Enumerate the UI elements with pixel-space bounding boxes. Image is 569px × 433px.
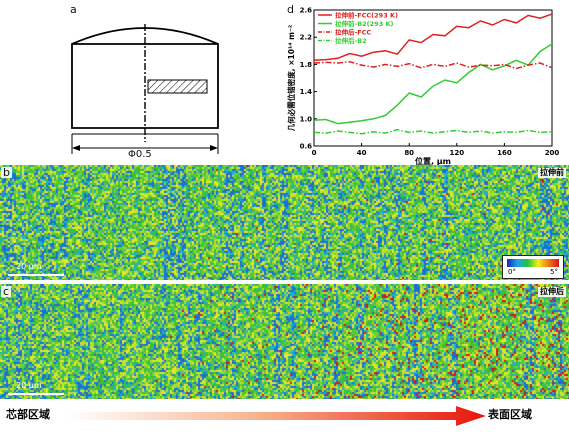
legend-label-3: 拉伸后-B2 [335, 36, 367, 45]
colorbar: 0° 5° [502, 255, 564, 279]
series-line-3 [313, 128, 553, 135]
series-line-2 [313, 60, 553, 70]
panel-a-label: a [70, 3, 77, 16]
y-tick-label: 0.6 [300, 143, 313, 151]
panel-d-label: d [287, 3, 294, 16]
kam-map-before-image [0, 165, 569, 280]
surface-region-label: 表面区域 [488, 408, 532, 421]
gradient-arrow [68, 406, 486, 426]
gradient-arrow-shape [68, 406, 486, 426]
panel-c-scalebar [8, 393, 64, 395]
y-axis-label: 几何必需位错密度, ×10¹⁴ m⁻² [286, 25, 296, 131]
panel-c-scalebar-label: 20 μm [16, 381, 42, 390]
dimension-label: Φ0.5 [128, 149, 152, 160]
series-line-0 [313, 13, 553, 62]
x-tick-label: 200 [545, 149, 560, 157]
dimension-arrow-left [72, 145, 80, 151]
colorbar-max: 5° [550, 268, 558, 276]
x-tick-label: 120 [449, 149, 464, 157]
legend-label-2: 拉伸后-FCC [335, 28, 371, 37]
panel-b-scalebar-label: 20 μm [16, 262, 42, 271]
y-tick-label: 1.8 [300, 61, 313, 69]
kam-map-after-image [0, 284, 569, 399]
panel-b-label: b [1, 166, 12, 179]
y-tick-label: 1.4 [300, 88, 313, 96]
kam-map-after: c 拉伸后 20 μm [0, 284, 569, 399]
x-axis-label: 位置, μm [415, 156, 451, 166]
kam-map-before: b 拉伸前 20 μm 0° 5° [0, 165, 569, 280]
y-tick-label: 2.2 [300, 34, 313, 42]
colorbar-gradient [507, 259, 559, 267]
x-tick-label: 40 [357, 149, 367, 157]
panel-b-scalebar [8, 274, 64, 276]
dislocation-density-chart: 0 40 80 120 160 200 0.6 1.0 1.4 1.8 2.2 2.6 位置, μm 几何… [286, 7, 560, 167]
x-tick-label: 160 [497, 149, 512, 157]
legend-label-0: 拉伸前-FCC(293 K) [335, 11, 398, 20]
panel-c-title: 拉伸后 [538, 287, 566, 297]
x-tick-label: 0 [312, 149, 317, 157]
dimension-arrow-right [210, 145, 218, 151]
specimen-schematic [71, 24, 219, 154]
core-region-label: 芯部区域 [6, 408, 50, 421]
x-tick-label: 80 [404, 149, 414, 157]
panel-b-title: 拉伸前 [538, 168, 566, 178]
panel-c-label: c [1, 285, 12, 298]
legend-label-1: 拉伸前-B2(293 K) [335, 19, 394, 28]
plot-frame [313, 9, 553, 147]
y-tick-label: 1.0 [300, 115, 313, 123]
y-tick-label: 2.6 [300, 7, 313, 15]
sample-region [147, 79, 208, 94]
colorbar-min: 0° [508, 268, 516, 276]
series-line-1 [313, 43, 553, 125]
